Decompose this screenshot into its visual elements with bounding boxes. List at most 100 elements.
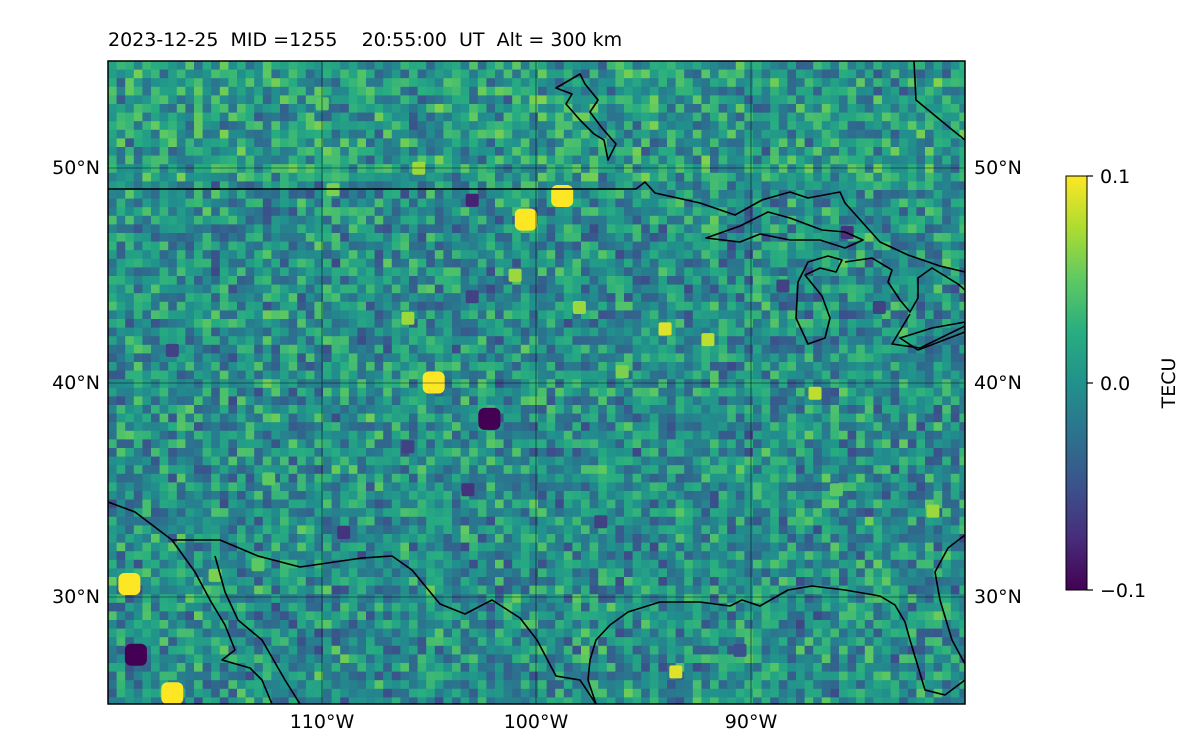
tec-cell xyxy=(512,147,522,156)
tec-cell xyxy=(787,465,797,475)
tec-cell xyxy=(366,319,375,328)
tec-cell xyxy=(959,233,965,242)
tec-cell xyxy=(615,147,625,156)
tec-cell xyxy=(667,155,676,165)
tec-cell xyxy=(486,215,496,225)
tec-cell xyxy=(219,482,229,492)
tec-cell xyxy=(856,301,866,311)
tec-cell xyxy=(219,413,229,423)
tec-cell xyxy=(942,301,952,311)
tec-cell xyxy=(606,456,616,466)
tec-cell xyxy=(391,250,401,260)
tec-cell xyxy=(280,112,289,122)
tec-cell xyxy=(460,233,470,242)
tec-cell xyxy=(460,78,470,88)
tec-cell xyxy=(305,207,315,217)
tec-cell xyxy=(125,86,135,96)
tec-cell xyxy=(125,95,135,105)
tec-cell xyxy=(581,336,590,346)
tec-cell xyxy=(735,190,745,199)
tec-cell xyxy=(108,422,117,432)
tec-cell xyxy=(675,387,685,397)
tec-cell xyxy=(151,439,160,449)
tec-cell xyxy=(907,456,917,466)
tec-cell xyxy=(890,241,900,251)
tec-cell xyxy=(658,207,668,217)
tec-cell xyxy=(495,129,504,139)
tec-cell xyxy=(262,147,272,156)
tec-cell xyxy=(804,190,814,199)
tec-cell xyxy=(787,215,797,225)
tec-cell xyxy=(305,473,315,483)
tec-cell xyxy=(667,422,676,432)
tec-cell xyxy=(864,155,874,165)
tec-cell xyxy=(641,215,651,225)
tec-cell xyxy=(856,138,866,148)
tec-cell xyxy=(460,344,470,354)
tec-cell xyxy=(340,241,350,251)
tec-cell xyxy=(950,439,960,449)
tec-cell xyxy=(555,233,565,242)
tec-cell xyxy=(125,370,135,380)
tec-cell xyxy=(598,276,608,285)
tec-cell xyxy=(813,482,823,492)
tec-cell xyxy=(271,439,281,449)
tec-cell xyxy=(546,78,556,88)
tec-cell xyxy=(391,353,401,363)
tec-cell xyxy=(546,250,556,260)
tec-cell xyxy=(589,301,599,311)
tec-cell xyxy=(563,405,573,414)
tec-cell xyxy=(400,172,410,182)
tec-cell xyxy=(486,138,496,148)
tec-cell xyxy=(168,207,178,217)
tec-cell xyxy=(452,198,461,208)
tec-cell xyxy=(512,284,522,294)
tec-cell xyxy=(598,61,608,70)
tec-cell xyxy=(641,387,651,397)
tec-cell xyxy=(701,413,711,423)
tec-cell xyxy=(262,172,272,182)
tec-cell xyxy=(839,413,848,423)
tec-cell xyxy=(821,482,831,492)
tec-cell xyxy=(701,190,711,199)
tec-cell xyxy=(495,112,504,122)
tec-cell xyxy=(366,207,375,217)
tec-cell xyxy=(624,121,633,131)
tec-cell xyxy=(710,78,719,88)
tec-cell xyxy=(899,310,909,320)
tec-cell xyxy=(744,224,754,234)
tec-cell xyxy=(443,78,453,88)
tec-cell xyxy=(512,138,522,148)
tec-cell xyxy=(228,138,238,148)
tec-cell xyxy=(108,258,117,268)
tec-cell xyxy=(942,181,952,191)
tec-cell xyxy=(649,310,659,320)
tec-cell xyxy=(443,147,453,156)
tec-cell xyxy=(942,362,952,371)
tec-cell xyxy=(228,258,238,268)
tec-cell xyxy=(512,69,522,79)
tec-cell xyxy=(520,319,530,328)
tec-cell xyxy=(108,473,117,483)
tec-cell xyxy=(641,362,651,371)
tec-cell xyxy=(813,465,823,475)
tec-cell xyxy=(950,129,960,139)
tec-cell xyxy=(409,147,418,156)
tec-cell xyxy=(271,293,281,303)
tec-cell xyxy=(314,327,324,337)
tec-cell xyxy=(916,147,926,156)
tec-cell xyxy=(589,293,599,303)
tec-cell xyxy=(770,465,780,475)
tec-cell xyxy=(933,370,943,380)
tec-cell xyxy=(348,448,358,457)
tec-cell xyxy=(211,344,221,354)
tec-cell xyxy=(228,215,238,225)
tec-cell xyxy=(933,198,943,208)
tec-cell xyxy=(331,267,341,277)
tec-cells xyxy=(108,61,965,704)
tec-cell xyxy=(598,95,608,105)
tec-cell xyxy=(813,233,823,242)
tec-cell xyxy=(520,181,530,191)
tec-cell xyxy=(641,224,651,234)
tec-cell xyxy=(460,362,470,371)
